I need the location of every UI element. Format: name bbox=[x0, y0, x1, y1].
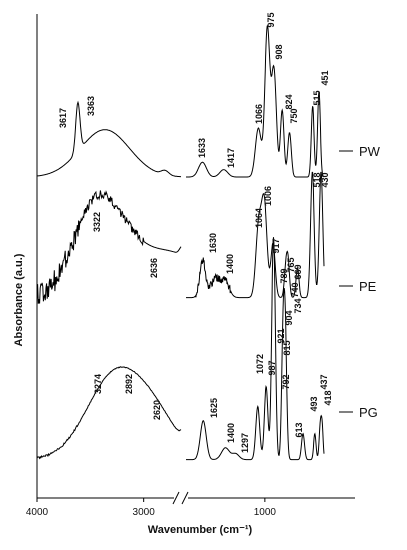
peak-label-pe: 518 bbox=[312, 172, 322, 187]
peak-label-pg: 1625 bbox=[209, 398, 219, 418]
spectrum-line-pg-high bbox=[36, 366, 182, 460]
peak-label-pe: 430 bbox=[320, 172, 330, 187]
peak-label-pe: 740 bbox=[290, 282, 300, 297]
plot-frame: 4000 3000 1000 bbox=[26, 14, 355, 518]
peak-label-pe: 2636 bbox=[149, 258, 159, 278]
peak-label-pg: 921 bbox=[276, 328, 286, 343]
spectrum-line-pg-low bbox=[186, 237, 325, 461]
series-label-pw: PW bbox=[359, 144, 381, 159]
peak-label-pw: 3617 bbox=[58, 108, 68, 128]
peak-label-pg: 3274 bbox=[93, 374, 103, 394]
peak-label-pw: 908 bbox=[274, 44, 284, 59]
peak-label-pg: 1297 bbox=[240, 433, 250, 453]
peak-label-pw: 1066 bbox=[254, 104, 264, 124]
series-label-pg: PG bbox=[359, 405, 378, 420]
spectrum-line-pe-high bbox=[36, 190, 182, 304]
peak-label-pe: 789 bbox=[279, 268, 289, 283]
peak-label-pe: 669 bbox=[293, 264, 303, 279]
series-labels-group: PW PE PG bbox=[339, 144, 381, 420]
peak-label-pw: 824 bbox=[284, 94, 294, 109]
x-tick-label: 4000 bbox=[26, 507, 49, 518]
peak-label-pg: 2892 bbox=[124, 374, 134, 394]
peak-label-pw: 515 bbox=[312, 90, 322, 105]
spectrum-line-pw-low bbox=[186, 24, 325, 178]
peak-label-pe: 734 bbox=[293, 298, 303, 313]
peak-label-pg: 792 bbox=[281, 374, 291, 389]
axis-break-mark bbox=[181, 491, 189, 505]
peak-label-pw: 3363 bbox=[86, 96, 96, 116]
peak-label-pg: 2620 bbox=[152, 400, 162, 420]
peak-label-pe: 765 bbox=[286, 257, 296, 272]
peak-label-pe: 1630 bbox=[208, 233, 218, 253]
peak-label-pe: 1400 bbox=[225, 254, 235, 274]
peak-label-pe: 1064 bbox=[254, 208, 264, 228]
series-label-pe: PE bbox=[359, 279, 377, 294]
peak-label-pg: 418 bbox=[323, 390, 333, 405]
peak-label-pg: 1400 bbox=[226, 423, 236, 443]
peak-label-pw: 1633 bbox=[197, 138, 207, 158]
spectrum-line-pe-low bbox=[186, 171, 325, 299]
peak-label-pg: 1072 bbox=[255, 354, 265, 374]
peak-label-pe: 917 bbox=[271, 238, 281, 253]
peak-label-pg: 815 bbox=[282, 340, 292, 355]
x-axis-label: Wavenumber (cm⁻¹) bbox=[148, 524, 253, 536]
peak-label-pg: 493 bbox=[309, 396, 319, 411]
spectrum-line-pw-high bbox=[36, 100, 182, 178]
y-axis-label: Absorbance (a.u.) bbox=[13, 253, 25, 346]
peak-label-pg: 904 bbox=[284, 310, 294, 325]
x-tick-label: 1000 bbox=[254, 507, 277, 518]
axis-break-mark bbox=[172, 491, 180, 505]
peak-label-pg: 613 bbox=[294, 422, 304, 437]
peak-label-pe: 1006 bbox=[263, 186, 273, 206]
peak-label-pw: 1417 bbox=[226, 148, 236, 168]
peak-label-pw: 750 bbox=[289, 108, 299, 123]
x-tick-label: 3000 bbox=[133, 507, 156, 518]
peak-label-pg: 437 bbox=[319, 374, 329, 389]
peak-label-pg: 987 bbox=[267, 360, 277, 375]
peak-label-pw: 975 bbox=[266, 12, 276, 27]
peak-label-pe: 3322 bbox=[92, 212, 102, 232]
peak-label-pw: 451 bbox=[320, 70, 330, 85]
spectra-group bbox=[36, 24, 325, 461]
